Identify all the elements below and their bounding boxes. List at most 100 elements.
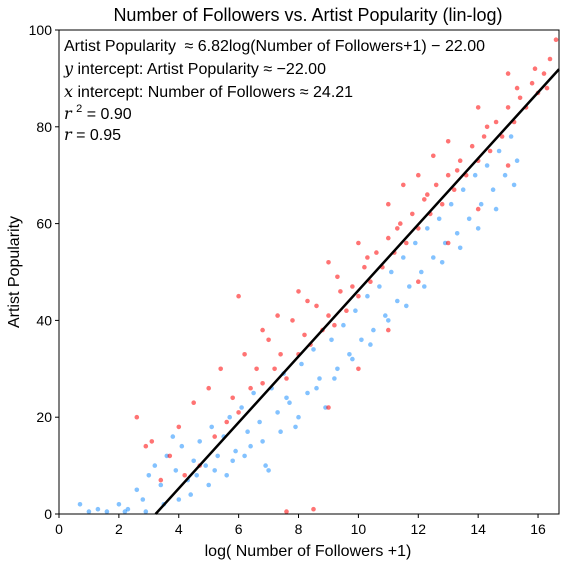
scatter-point-s0-34 <box>305 390 310 396</box>
scatter-point-s0-88 <box>493 206 499 212</box>
scatter-point-s1-77 <box>445 240 451 246</box>
scatter-point-s0-80 <box>350 356 355 362</box>
plot-frame <box>58 29 560 515</box>
y-axis-label: Artist Popularity <box>6 216 23 328</box>
scatter-point-s1-31 <box>338 289 343 294</box>
scatter-point-s1-16 <box>248 385 253 391</box>
scatter-point-s1-14 <box>236 410 241 415</box>
scatter-point-s0-35 <box>311 347 316 352</box>
scatter-point-s1-50 <box>451 187 457 192</box>
scatter-point-s0-69 <box>514 158 520 163</box>
scatter-point-s0-49 <box>395 298 400 304</box>
scatter-point-s0-1 <box>86 509 92 514</box>
scatter-point-s0-26 <box>257 419 262 425</box>
scatter-point-s0-52 <box>413 240 418 246</box>
scatter-point-s0-44 <box>365 293 370 299</box>
scatter-point-s1-68 <box>544 85 550 91</box>
scatter-point-s1-89 <box>431 153 436 159</box>
scatter-point-s1-49 <box>445 172 451 178</box>
scatter-point-s0-79 <box>332 376 337 381</box>
scatter-point-s0-51 <box>407 284 412 289</box>
scatter-point-s1-12 <box>224 419 229 425</box>
scatter-point-s1-6 <box>182 473 187 478</box>
y-tick-label-20: 20 <box>36 409 52 425</box>
scatter-point-s1-70 <box>236 293 241 299</box>
x-tick-label-10: 10 <box>351 521 367 537</box>
scatter-point-s1-59 <box>505 105 511 110</box>
scatter-point-s0-41 <box>347 352 352 357</box>
scatter-point-s0-58 <box>448 201 454 207</box>
annotation-equation-prefix: Artist Popularity <box>64 38 176 55</box>
scatter-point-s1-93 <box>335 274 340 280</box>
scatter-point-s0-10 <box>158 482 164 488</box>
scatter-point-s1-87 <box>505 71 511 76</box>
y-tick-label-100: 100 <box>29 22 53 38</box>
annotation-y-intercept-text: intercept: Artist Popularity ≈ −22.00 <box>78 61 327 78</box>
scatter-point-s0-78 <box>314 385 319 391</box>
scatter-point-s0-2 <box>95 506 101 512</box>
annotation-x-var: x <box>64 82 73 101</box>
fit-line <box>154 68 560 515</box>
fit-annotations: Artist Popularity ≈ 6.82log(Number of Fo… <box>63 38 485 144</box>
scatter-point-s0-65 <box>490 187 496 192</box>
scatter-point-s0-48 <box>389 269 394 275</box>
scatter-point-s1-15 <box>242 352 247 357</box>
scatter-point-s1-3 <box>158 477 164 483</box>
scatter-point-s0-17 <box>203 463 208 468</box>
scatter-point-s0-8 <box>146 473 152 478</box>
scatter-point-s1-71 <box>284 509 289 514</box>
scatter-point-s0-97 <box>248 443 253 449</box>
scatter-point-s1-72 <box>311 506 316 512</box>
scatter-point-s0-36 <box>317 376 322 381</box>
y-tick-label-80: 80 <box>36 119 52 135</box>
scatter-point-s1-85 <box>445 139 451 144</box>
x-tick-label-2: 2 <box>115 521 123 537</box>
scatter-point-s1-80 <box>296 289 301 294</box>
x-tick-label-8: 8 <box>295 521 303 537</box>
scatter-point-s0-93 <box>176 497 182 502</box>
scatter-point-s0-7 <box>140 497 146 502</box>
scatter-point-s0-0 <box>77 502 83 507</box>
scatter-point-s1-58 <box>499 134 505 139</box>
scatter-point-s1-2 <box>149 439 155 444</box>
scatter-point-s1-57 <box>493 119 499 125</box>
scatter-point-s0-67 <box>502 172 508 178</box>
scatter-point-s0-47 <box>383 313 388 318</box>
scatter-point-s0-32 <box>293 424 298 430</box>
scatter-point-s1-97 <box>454 168 460 173</box>
scatter-point-s0-15 <box>191 458 196 464</box>
scatter-point-s0-63 <box>478 201 484 207</box>
scatter-point-s1-18 <box>260 381 265 386</box>
scatter-point-s0-50 <box>401 255 406 260</box>
scatter-point-s1-79 <box>505 163 511 168</box>
scatter-point-s1-76 <box>416 279 421 285</box>
scatter-point-s0-29 <box>275 410 280 415</box>
annotation-r2-value: = 0.90 <box>87 106 132 123</box>
scatter-point-s1-92 <box>305 298 310 304</box>
annotation-r2-sup: 2 <box>76 103 82 115</box>
scatter-point-s1-61 <box>517 95 523 101</box>
scatter-point-s1-45 <box>422 197 427 202</box>
annotation-r2-var: r <box>64 104 73 123</box>
x-tick-label-16: 16 <box>530 521 546 537</box>
annotation-x-intercept-text: intercept: Number of Followers ≈ 24.21 <box>77 84 353 101</box>
scatter-point-s0-42 <box>353 308 358 314</box>
scatter-point-s0-68 <box>508 134 514 139</box>
x-tick-label-6: 6 <box>235 521 243 537</box>
y-tick-label-0: 0 <box>44 506 52 522</box>
scatter-point-s1-82 <box>356 240 361 246</box>
scatter-point-s0-23 <box>239 405 244 410</box>
scatter-point-s1-19 <box>266 337 271 343</box>
scatter-point-s1-83 <box>386 201 391 207</box>
chart-title: Number of Followers vs. Artist Popularit… <box>113 5 502 25</box>
scatter-point-s0-75 <box>260 439 265 444</box>
scatter-point-s1-37 <box>374 250 379 255</box>
y-tick-label-40: 40 <box>36 312 52 328</box>
scatter-point-s1-35 <box>362 264 367 270</box>
scatter-point-s0-96 <box>230 458 235 464</box>
scatter-point-s0-81 <box>368 342 373 347</box>
scatter-point-s0-55 <box>431 255 436 260</box>
annotation-r-value: = 0.95 <box>76 127 121 144</box>
scatter-point-s0-19 <box>215 453 220 459</box>
